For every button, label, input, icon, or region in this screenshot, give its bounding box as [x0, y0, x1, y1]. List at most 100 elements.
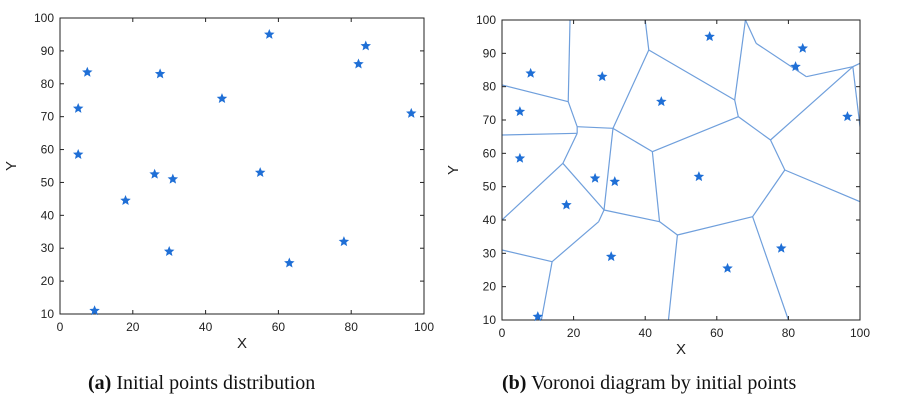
data-point-star [532, 311, 544, 322]
data-point-star [284, 257, 295, 268]
data-point-star [163, 246, 175, 256]
data-point-star [656, 96, 667, 107]
voronoi-edge [502, 132, 578, 136]
y-tick-label: 70 [483, 113, 497, 127]
data-point-star [264, 28, 275, 39]
voronoi-edge [784, 169, 860, 203]
y-tick-label: 100 [476, 13, 496, 27]
data-point-star [514, 152, 526, 163]
data-point-star [722, 262, 733, 273]
voronoi-edge [744, 20, 757, 44]
data-point-star [149, 168, 160, 179]
y-tick-label: 60 [41, 143, 55, 157]
voronoi-edges [502, 20, 860, 320]
x-tick-label: 100 [850, 326, 870, 340]
voronoi-edge [598, 209, 605, 222]
voronoi-edge [659, 221, 678, 236]
y-tick-label: 20 [483, 280, 497, 294]
data-point-star [589, 172, 601, 183]
voronoi-edge [603, 128, 614, 211]
caption-a-text: Initial points distribution [111, 372, 316, 394]
caption-b-label: (b) [502, 372, 527, 394]
y-tick-label: 60 [483, 146, 497, 160]
panel-b-voronoi-diagram: 0 20 40 60 80 100 10 20 30 40 50 60 70 80 90 100 X Y [445, 13, 870, 358]
voronoi-edge [648, 49, 736, 101]
y-tick-label: 10 [483, 313, 497, 327]
voronoi-edge [852, 62, 860, 68]
data-point-star [525, 67, 536, 78]
x-axis-label: X [676, 341, 686, 358]
data-point-star [561, 199, 572, 210]
y-axis-label: Y [3, 161, 20, 171]
y-tick-label: 20 [41, 274, 55, 288]
voronoi-edge [551, 221, 600, 263]
y-axis-label: Y [445, 165, 462, 175]
y-tick-label: 80 [483, 80, 497, 94]
voronoi-edge [612, 127, 653, 153]
voronoi-edge [562, 162, 605, 211]
data-point-star [605, 251, 617, 262]
data-point-star [167, 173, 179, 184]
data-point-star [89, 305, 100, 316]
voronoi-edge [651, 151, 661, 222]
voronoi-edge [612, 49, 650, 129]
axes-frame [59, 17, 425, 315]
data-point-star [72, 148, 84, 159]
voronoi-edge [667, 234, 679, 320]
data-point-star [216, 93, 228, 104]
data-point-star [597, 71, 608, 82]
x-tick-label: 20 [567, 326, 581, 340]
voronoi-edge [752, 169, 786, 218]
voronoi-edge [502, 249, 553, 263]
y-tick-label: 50 [41, 175, 55, 189]
voronoi-edge [644, 20, 650, 51]
voronoi-edge [734, 20, 747, 101]
y-tick-label: 90 [41, 44, 55, 58]
data-point-star [693, 171, 705, 182]
x-tick-label: 60 [710, 326, 724, 340]
y-tick-label: 30 [483, 246, 497, 260]
data-point-star [254, 167, 266, 178]
data-point-star [790, 61, 801, 72]
x-tick-label: 60 [272, 320, 286, 334]
caption-b: (b) Voronoi diagram by initial points [502, 372, 796, 395]
voronoi-edge [567, 101, 578, 127]
x-tick-label: 80 [345, 320, 359, 334]
data-point-star [406, 107, 417, 118]
data-point-star [776, 242, 787, 253]
x-tick-label: 0 [499, 326, 506, 340]
x-tick-label: 0 [57, 320, 64, 334]
x-tick-label: 20 [126, 320, 140, 334]
x-tick-label: 40 [639, 326, 653, 340]
caption-a: (a) Initial points distribution [88, 372, 315, 395]
caption-b-text: Voronoi diagram by initial points [526, 372, 797, 394]
voronoi-edge [806, 66, 853, 78]
voronoi-edge [562, 133, 578, 164]
y-tick-label: 40 [483, 213, 497, 227]
voronoi-edge [770, 66, 854, 141]
x-tick-label: 80 [782, 326, 796, 340]
voronoi-edge [502, 84, 569, 103]
data-point-star [353, 58, 364, 69]
x-tick-label: 100 [414, 320, 434, 334]
y-tick-label: 30 [41, 241, 55, 255]
voronoi-edge [577, 126, 614, 129]
voronoi-edge [852, 66, 860, 127]
voronoi-edge [755, 42, 807, 78]
data-point-star [82, 66, 93, 77]
voronoi-edge [652, 116, 739, 153]
voronoi-edge [540, 261, 553, 320]
voronoi-edge [737, 116, 771, 141]
voronoi-edge [734, 99, 739, 117]
y-tick-label: 40 [41, 208, 55, 222]
data-point-star [704, 31, 715, 42]
panel-a-scatter-plot: 0 20 40 60 80 100 10 20 30 40 50 60 70 80 90 100 X Y [3, 11, 434, 352]
y-tick-label: 50 [483, 180, 497, 194]
y-tick-label: 90 [483, 46, 497, 60]
data-point-star [120, 195, 131, 205]
data-point-star [609, 176, 620, 187]
data-point-star [797, 42, 808, 53]
voronoi-edge [769, 139, 786, 171]
voronoi-edge [677, 216, 753, 236]
